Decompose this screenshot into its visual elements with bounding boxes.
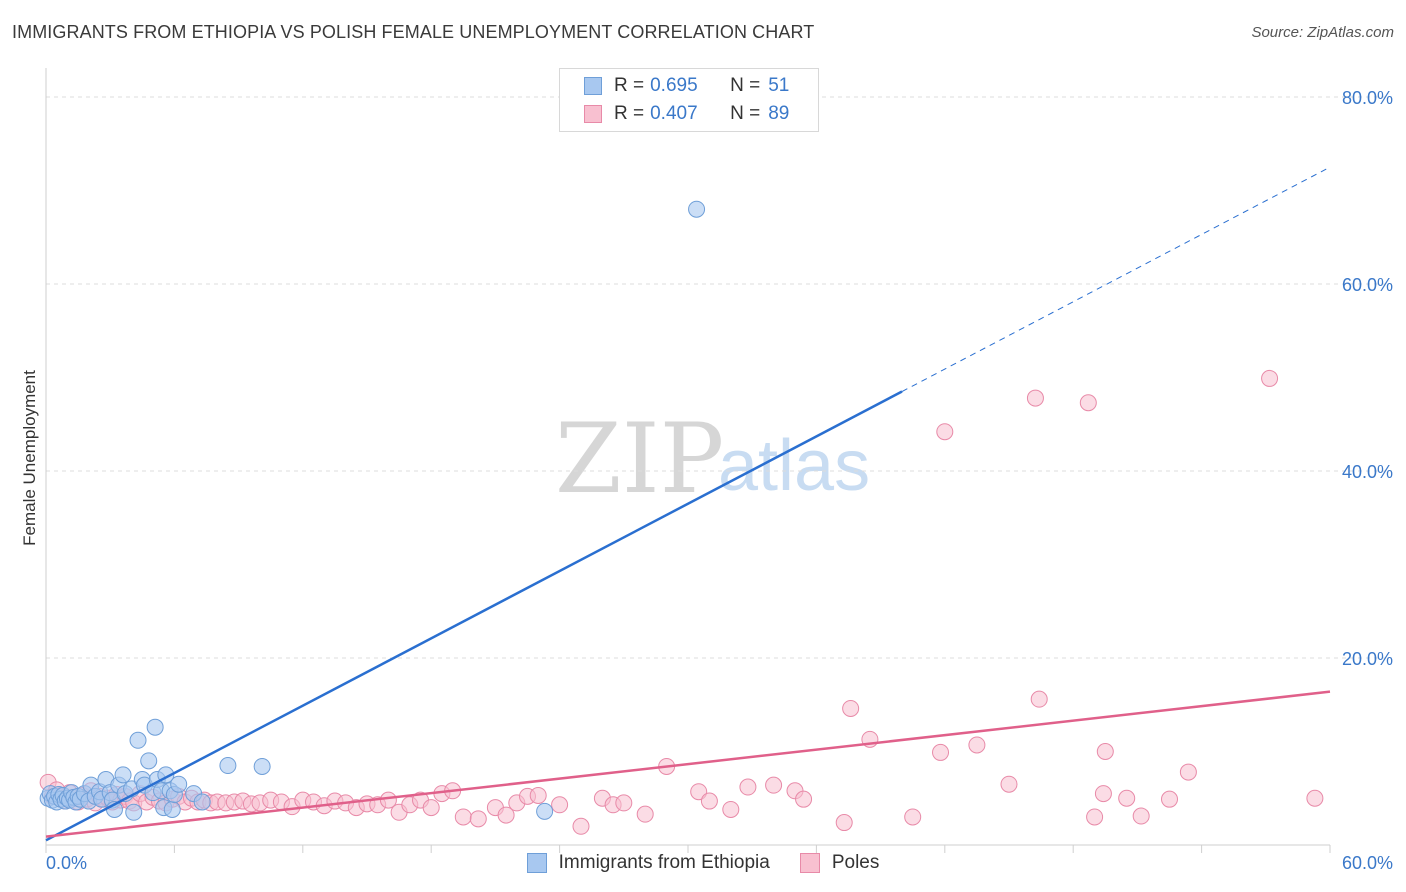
- watermark-zip: ZIP: [555, 403, 724, 515]
- ethiopia-point: [163, 800, 181, 818]
- x-tick-label: 60.0%: [1342, 853, 1393, 873]
- ethiopia-point: [253, 757, 271, 775]
- poles-point: [1096, 743, 1114, 760]
- poles-point: [1086, 808, 1104, 826]
- legend-label-ethiopia: Immigrants from Ethiopia: [558, 852, 770, 873]
- r-label: R =: [614, 75, 645, 96]
- x-tick-label: 0.0%: [46, 853, 87, 873]
- poles-point: [1030, 690, 1048, 708]
- legend-swatch-ethiopia: [526, 853, 547, 873]
- poles-point: [765, 776, 783, 794]
- source-credit: Source: ZipAtlas.com: [1251, 24, 1394, 41]
- legend-row-poles: R = 0.407 N = 89: [584, 101, 789, 127]
- series-legend: Immigrants from Ethiopia Poles: [0, 852, 1406, 874]
- legend-row-ethiopia: R = 0.695 N = 51: [584, 73, 789, 99]
- legend-label-poles: Poles: [831, 852, 880, 873]
- poles-point: [422, 799, 440, 817]
- y-tick-label: 40.0%: [1342, 462, 1393, 482]
- ethiopia-point: [125, 803, 143, 821]
- legend-swatch-poles: [799, 853, 820, 873]
- n-label: N =: [730, 103, 761, 124]
- poles-point: [529, 786, 547, 804]
- poles-point: [700, 792, 718, 810]
- legend-item-poles[interactable]: Poles: [799, 852, 880, 874]
- poles-point: [1261, 369, 1279, 387]
- poles-trend-line: [45, 690, 1331, 838]
- r-label: R =: [614, 103, 645, 124]
- n-label: N =: [730, 75, 761, 96]
- n-value-ethiopia: 51: [768, 75, 790, 96]
- poles-point: [936, 423, 954, 441]
- r-value-ethiopia: 0.695: [650, 75, 698, 96]
- poles-point: [636, 805, 654, 823]
- poles-point: [842, 699, 860, 717]
- poles-point: [379, 791, 397, 809]
- ethiopia-point: [140, 752, 158, 770]
- ethiopia-point: [146, 718, 164, 736]
- poles-point: [454, 808, 472, 826]
- n-value-poles: 89: [768, 103, 790, 124]
- ethiopia-trend-extension: [901, 166, 1331, 392]
- ethiopia-point: [114, 766, 132, 784]
- poles-point: [615, 794, 633, 812]
- correlation-legend: R = 0.695 N = 51 R = 0.407 N = 89: [559, 68, 819, 132]
- ethiopia-point: [688, 200, 706, 218]
- poles-point: [469, 810, 487, 828]
- ethiopia-point: [536, 802, 554, 820]
- r-value-poles: 0.407: [650, 103, 698, 124]
- poles-point: [968, 736, 986, 754]
- chart-title: IMMIGRANTS FROM ETHIOPIA VS POLISH FEMAL…: [12, 22, 815, 42]
- y-tick-label: 60.0%: [1342, 275, 1393, 295]
- ethiopia-point: [219, 757, 237, 775]
- poles-point: [497, 806, 515, 824]
- watermark-atlas: atlas: [718, 426, 870, 506]
- poles-point: [1026, 389, 1044, 407]
- ethiopia-point: [193, 793, 211, 811]
- poles-point: [690, 783, 708, 801]
- legend-swatch-poles: [584, 105, 602, 123]
- poles-point: [1132, 807, 1150, 825]
- poles-point: [551, 796, 569, 814]
- poles-point: [1306, 789, 1324, 807]
- y-tick-label: 20.0%: [1342, 649, 1393, 669]
- ethiopia-trend-line: [45, 390, 903, 842]
- y-tick-label: 80.0%: [1342, 88, 1393, 108]
- y-axis-label: Female Unemployment: [20, 370, 39, 546]
- legend-item-ethiopia[interactable]: Immigrants from Ethiopia: [526, 852, 770, 874]
- ethiopia-point: [170, 775, 188, 793]
- legend-swatch-ethiopia: [584, 77, 602, 95]
- poles-point: [1094, 785, 1112, 803]
- poles-point: [572, 817, 590, 835]
- poles-point: [835, 814, 853, 832]
- poles-point: [1161, 790, 1178, 808]
- poles-point: [1000, 775, 1018, 793]
- poles-point: [904, 808, 922, 826]
- ethiopia-point: [129, 731, 147, 749]
- poles-point: [739, 778, 757, 796]
- poles-point: [1079, 394, 1097, 412]
- poles-point: [795, 790, 813, 808]
- poles-point: [722, 800, 740, 818]
- poles-point: [932, 743, 950, 761]
- poles-point: [1179, 763, 1197, 781]
- poles-point: [1118, 789, 1136, 807]
